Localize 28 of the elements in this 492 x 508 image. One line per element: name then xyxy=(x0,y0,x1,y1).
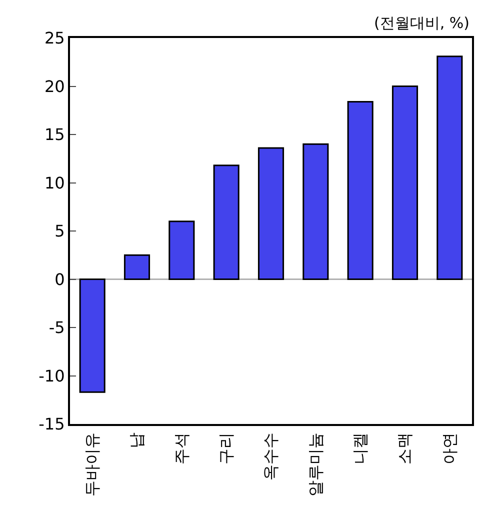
y-tick-label: -10 xyxy=(38,366,65,386)
x-tick-label: 두바이유 xyxy=(82,432,102,496)
y-tick-label: -5 xyxy=(48,318,65,338)
bar xyxy=(302,143,329,280)
bar xyxy=(124,254,150,280)
bar xyxy=(168,220,195,280)
x-tick-label: 납 xyxy=(127,432,146,448)
bar xyxy=(347,100,374,280)
bar xyxy=(258,147,284,280)
x-tick-label: 소맥 xyxy=(395,432,414,464)
y-tick-label: 20 xyxy=(44,76,65,96)
bar xyxy=(79,278,106,393)
x-tick-label: 알루미늄 xyxy=(306,432,325,496)
x-tick-label: 아연 xyxy=(440,432,459,464)
x-tick-label: 구리 xyxy=(216,432,236,464)
y-tick-label: 15 xyxy=(44,125,65,144)
y-tick-label: 25 xyxy=(44,28,65,48)
y-tick-label: 10 xyxy=(44,173,65,192)
bar xyxy=(213,164,240,280)
x-tick-label: 옥수수 xyxy=(261,432,280,480)
x-tick-label: 주석 xyxy=(172,432,191,464)
bar xyxy=(392,86,418,280)
x-tick-label: 니켈 xyxy=(350,432,370,464)
y-tick-label: -15 xyxy=(38,414,65,434)
y-tick-label: 5 xyxy=(54,222,65,241)
y-tick-label: 0 xyxy=(54,270,65,289)
bar xyxy=(436,56,463,280)
y-axis-title: (전월대비, %) xyxy=(374,14,470,32)
